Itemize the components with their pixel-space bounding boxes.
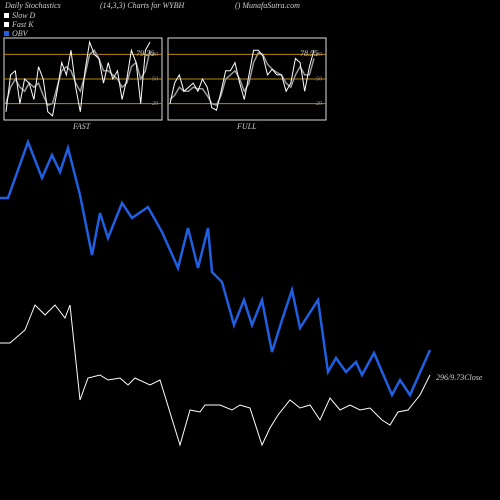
legend-swatch — [4, 31, 9, 36]
y-tick-label: 80 — [152, 52, 158, 58]
y-tick-label: 50 — [152, 76, 158, 82]
y-tick-label: 80 — [316, 52, 322, 58]
legend-label: Slow D — [12, 11, 36, 20]
legend-label: OBV — [12, 29, 29, 38]
legend-swatch — [4, 13, 9, 18]
last-value-label: 78.55 — [300, 49, 318, 58]
source: () MunafaSutra.com — [235, 1, 300, 10]
subtitle: (14,3,3) Charts for WYBH — [100, 1, 185, 10]
stoch-line — [5, 40, 151, 117]
y-tick-label: 20 — [152, 101, 158, 107]
price-line — [0, 304, 431, 447]
y-tick-label: 20 — [316, 101, 322, 107]
last-value-label: 79.26 — [136, 49, 154, 58]
title: Daily Stochastics — [4, 1, 61, 10]
panel-label: FULL — [236, 122, 257, 131]
panel-label: FAST — [72, 122, 91, 131]
price-line — [0, 138, 432, 398]
stoch-line — [169, 49, 315, 111]
legend-label: Fast K — [11, 20, 34, 29]
y-tick-label: 50 — [316, 76, 322, 82]
close-label: 296/9.73Close — [436, 373, 483, 382]
stoch-line — [169, 51, 315, 107]
legend-swatch — [4, 22, 9, 27]
